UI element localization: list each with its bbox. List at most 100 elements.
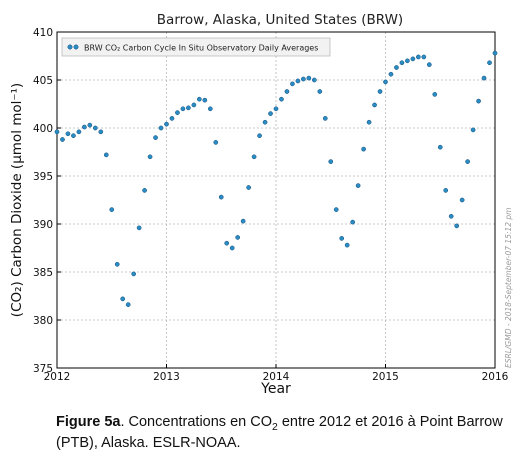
x-tick-label: 2016: [482, 371, 509, 383]
legend-label: BRW CO₂ Carbon Cycle In Situ Observatory…: [84, 44, 318, 53]
data-points: [54, 50, 498, 307]
data-point: [54, 129, 60, 135]
data-point: [268, 111, 273, 116]
data-point: [492, 50, 498, 56]
data-point: [487, 60, 492, 66]
x-tick-label: 2013: [153, 371, 180, 383]
y-tick-label: 385: [33, 267, 53, 279]
legend-marker-icon: [73, 44, 79, 50]
data-point: [333, 207, 339, 212]
y-tick-label: 405: [33, 75, 53, 87]
data-point: [207, 106, 213, 112]
caption-text-part2: entre 2012 et 2016 à Point Barrow (PTB),…: [56, 414, 503, 451]
data-point: [262, 119, 268, 125]
data-point: [251, 154, 257, 160]
data-point: [437, 144, 443, 150]
source-stamp: ESRL/GMD - 2018-September-07 15:12 pm: [504, 208, 513, 369]
data-point: [301, 76, 306, 82]
data-point: [235, 235, 241, 240]
data-point: [229, 245, 235, 251]
data-point: [197, 96, 202, 102]
data-point: [180, 106, 186, 112]
data-point: [416, 54, 421, 60]
data-point: [290, 81, 295, 87]
data-point: [147, 154, 153, 160]
data-point: [125, 302, 131, 307]
x-tick-label: 2014: [263, 371, 290, 383]
data-point: [459, 197, 465, 203]
x-axis-ticks: 2012 2013 2014 2015 2016: [44, 364, 509, 383]
data-point: [322, 116, 328, 121]
legend: BRW CO₂ Carbon Cycle In Situ Observatory…: [61, 37, 331, 57]
data-point: [421, 54, 427, 60]
y-tick-label: 395: [33, 171, 53, 183]
data-point: [186, 105, 191, 111]
data-point: [394, 65, 399, 70]
data-point: [175, 110, 180, 115]
data-point: [240, 218, 246, 224]
data-point: [202, 97, 208, 103]
data-point: [213, 140, 219, 145]
data-point: [372, 102, 377, 108]
data-point: [103, 152, 109, 158]
data-point: [71, 133, 76, 139]
data-point: [481, 75, 487, 81]
data-point: [60, 137, 65, 142]
data-point: [257, 133, 262, 139]
caption-text-part1: . Concentrations en CO: [120, 414, 272, 430]
data-point: [136, 225, 142, 231]
x-axis-label: Year: [260, 381, 291, 395]
data-point: [366, 119, 372, 125]
data-point: [284, 89, 290, 94]
data-point: [273, 106, 279, 112]
data-point: [399, 60, 405, 66]
legend-marker-icon: [67, 44, 73, 50]
y-tick-label: 410: [33, 27, 53, 39]
data-point: [109, 207, 115, 212]
data-point: [426, 62, 432, 67]
y-tick-label: 400: [33, 123, 53, 135]
data-point: [361, 146, 366, 152]
data-point: [383, 79, 388, 85]
data-point: [311, 77, 317, 83]
data-point: [317, 89, 323, 94]
caption-label: Figure 5a: [56, 414, 121, 430]
data-point: [377, 89, 383, 94]
y-tick-label: 380: [33, 315, 53, 327]
x-tick-label: 2012: [44, 371, 71, 383]
data-point: [131, 271, 136, 277]
data-point: [114, 261, 120, 267]
data-point: [246, 185, 251, 190]
data-point: [218, 194, 224, 200]
chart-title: Barrow, Alaska, United States (BRW): [157, 12, 403, 28]
data-point: [65, 131, 71, 137]
legend-box: [61, 37, 331, 57]
data-point: [98, 129, 104, 135]
data-point: [344, 242, 350, 248]
data-point: [191, 102, 197, 108]
data-point: [87, 122, 93, 128]
data-point: [120, 296, 126, 302]
data-point: [388, 71, 394, 77]
data-point: [306, 75, 312, 81]
data-point: [142, 188, 147, 193]
y-tick-label: 375: [33, 363, 53, 375]
data-point: [350, 219, 355, 225]
data-point: [153, 135, 158, 140]
co2-scatter-chart: 2012 2013 2014 2015 2016 375 380 385 390 395 400 4…: [9, 12, 513, 395]
data-point: [92, 125, 98, 131]
data-point: [454, 223, 460, 229]
y-axis-ticks: 375 380 385 390 395 400 405 410: [33, 27, 61, 375]
data-point: [169, 116, 175, 121]
figure-caption: Figure 5a. Concentrations en CO2 entre 2…: [56, 412, 516, 454]
data-point: [476, 98, 481, 104]
data-point: [443, 188, 449, 193]
x-tick-label: 2015: [372, 371, 399, 383]
y-axis-label: (CO₂) Carbon Dioxide (μmol mol⁻¹): [9, 83, 25, 317]
data-point: [432, 92, 438, 97]
data-point: [410, 56, 416, 62]
data-point: [405, 58, 410, 64]
grid-lines: [56, 31, 496, 369]
data-point: [279, 96, 284, 102]
data-point: [164, 121, 169, 127]
